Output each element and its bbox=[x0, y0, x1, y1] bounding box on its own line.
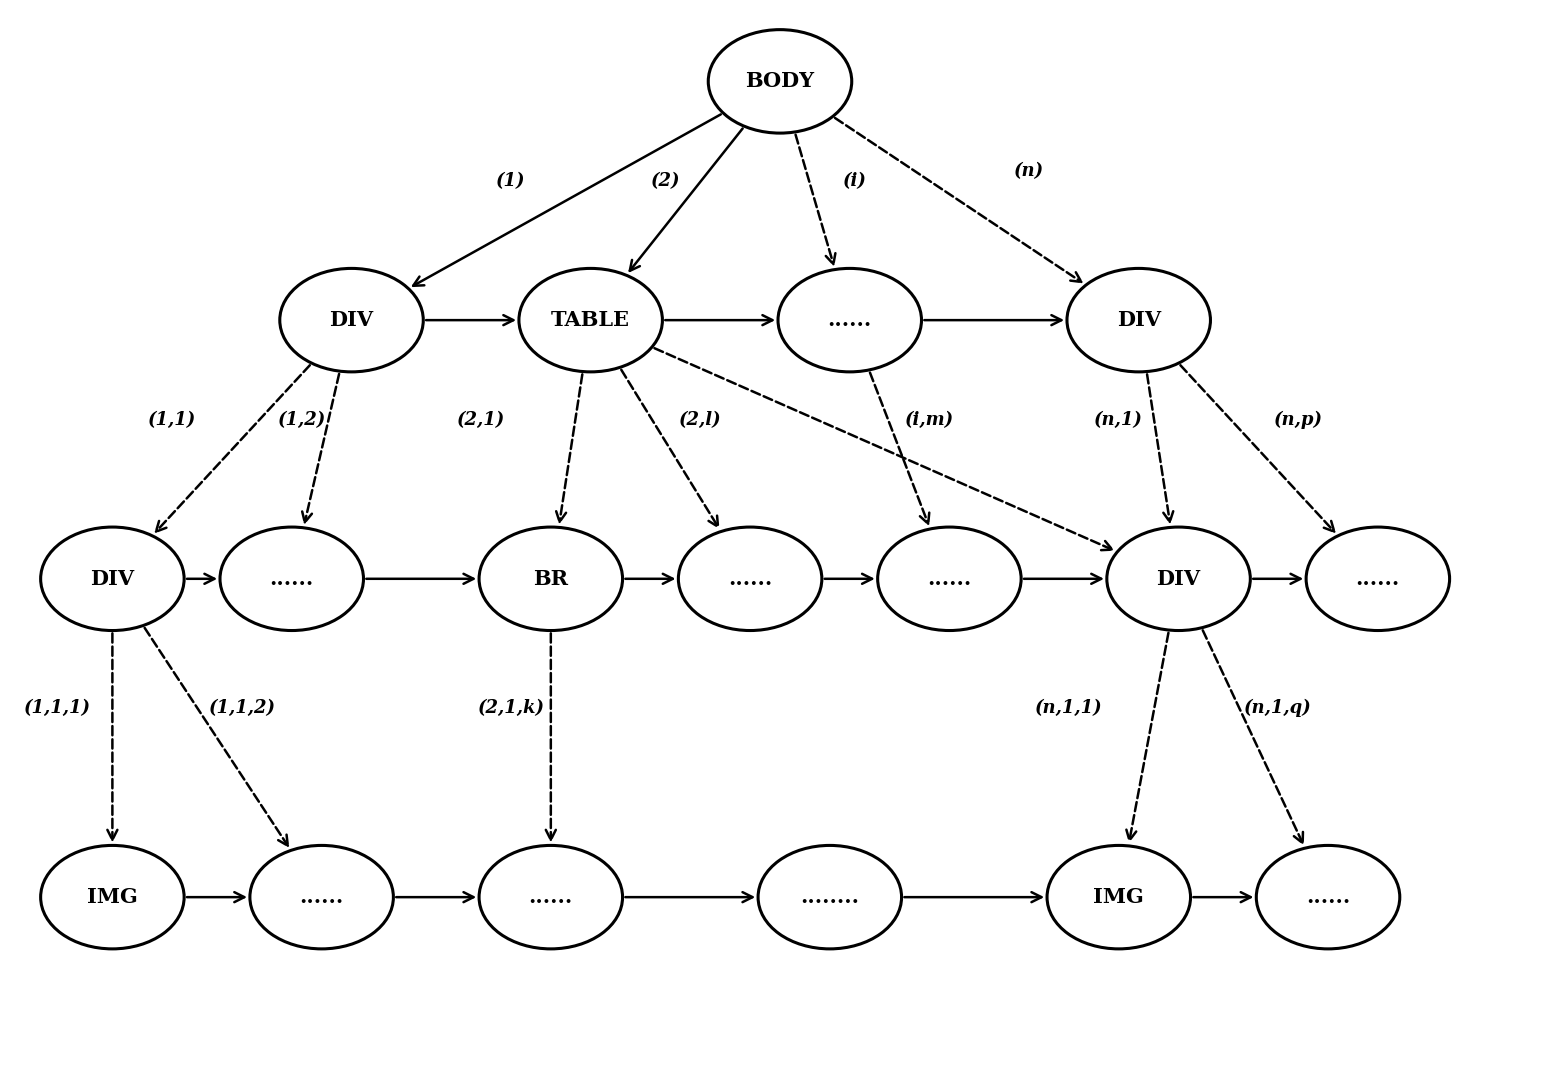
Text: ......: ...... bbox=[1306, 887, 1349, 907]
Text: ......: ...... bbox=[529, 887, 573, 907]
Text: (n,p): (n,p) bbox=[1273, 410, 1323, 428]
Ellipse shape bbox=[479, 527, 622, 630]
Ellipse shape bbox=[708, 29, 852, 133]
Text: (1,1,2): (1,1,2) bbox=[209, 699, 276, 718]
Text: ......: ...... bbox=[729, 569, 772, 589]
Text: DIV: DIV bbox=[1156, 569, 1201, 589]
Text: ......: ...... bbox=[828, 310, 872, 330]
Text: (2,1): (2,1) bbox=[457, 411, 505, 428]
Ellipse shape bbox=[1306, 527, 1449, 630]
Text: (2,l): (2,l) bbox=[679, 411, 722, 428]
Ellipse shape bbox=[1067, 269, 1211, 372]
Text: (1,1,1): (1,1,1) bbox=[23, 699, 90, 718]
Text: IMG: IMG bbox=[87, 887, 137, 907]
Ellipse shape bbox=[778, 269, 922, 372]
Ellipse shape bbox=[279, 269, 423, 372]
Text: (i,m): (i,m) bbox=[905, 411, 955, 428]
Ellipse shape bbox=[758, 846, 902, 948]
Text: DIV: DIV bbox=[90, 569, 134, 589]
Text: (n,1,1): (n,1,1) bbox=[1036, 699, 1103, 718]
Text: ........: ........ bbox=[800, 887, 860, 907]
Ellipse shape bbox=[220, 527, 363, 630]
Ellipse shape bbox=[679, 527, 822, 630]
Ellipse shape bbox=[1047, 846, 1190, 948]
Text: (n,1,q): (n,1,q) bbox=[1245, 699, 1312, 718]
Text: (1,1): (1,1) bbox=[148, 411, 197, 428]
Text: (1,2): (1,2) bbox=[278, 411, 326, 428]
Text: TABLE: TABLE bbox=[551, 310, 630, 330]
Ellipse shape bbox=[1108, 527, 1250, 630]
Ellipse shape bbox=[519, 269, 663, 372]
Text: ......: ...... bbox=[270, 569, 314, 589]
Text: (n,1): (n,1) bbox=[1095, 411, 1143, 428]
Text: ......: ...... bbox=[300, 887, 343, 907]
Ellipse shape bbox=[41, 527, 184, 630]
Ellipse shape bbox=[878, 527, 1022, 630]
Text: (2,1,k): (2,1,k) bbox=[477, 699, 544, 718]
Text: DIV: DIV bbox=[329, 310, 373, 330]
Ellipse shape bbox=[1256, 846, 1399, 948]
Text: BR: BR bbox=[534, 569, 568, 589]
Text: BODY: BODY bbox=[746, 71, 814, 92]
Ellipse shape bbox=[41, 846, 184, 948]
Ellipse shape bbox=[479, 846, 622, 948]
Text: (i): (i) bbox=[842, 172, 867, 190]
Ellipse shape bbox=[250, 846, 393, 948]
Text: (2): (2) bbox=[651, 172, 680, 190]
Text: (1): (1) bbox=[496, 172, 526, 190]
Text: (n): (n) bbox=[1014, 162, 1044, 180]
Text: DIV: DIV bbox=[1117, 310, 1161, 330]
Text: ......: ...... bbox=[927, 569, 972, 589]
Text: IMG: IMG bbox=[1094, 887, 1143, 907]
Text: ......: ...... bbox=[1356, 569, 1399, 589]
